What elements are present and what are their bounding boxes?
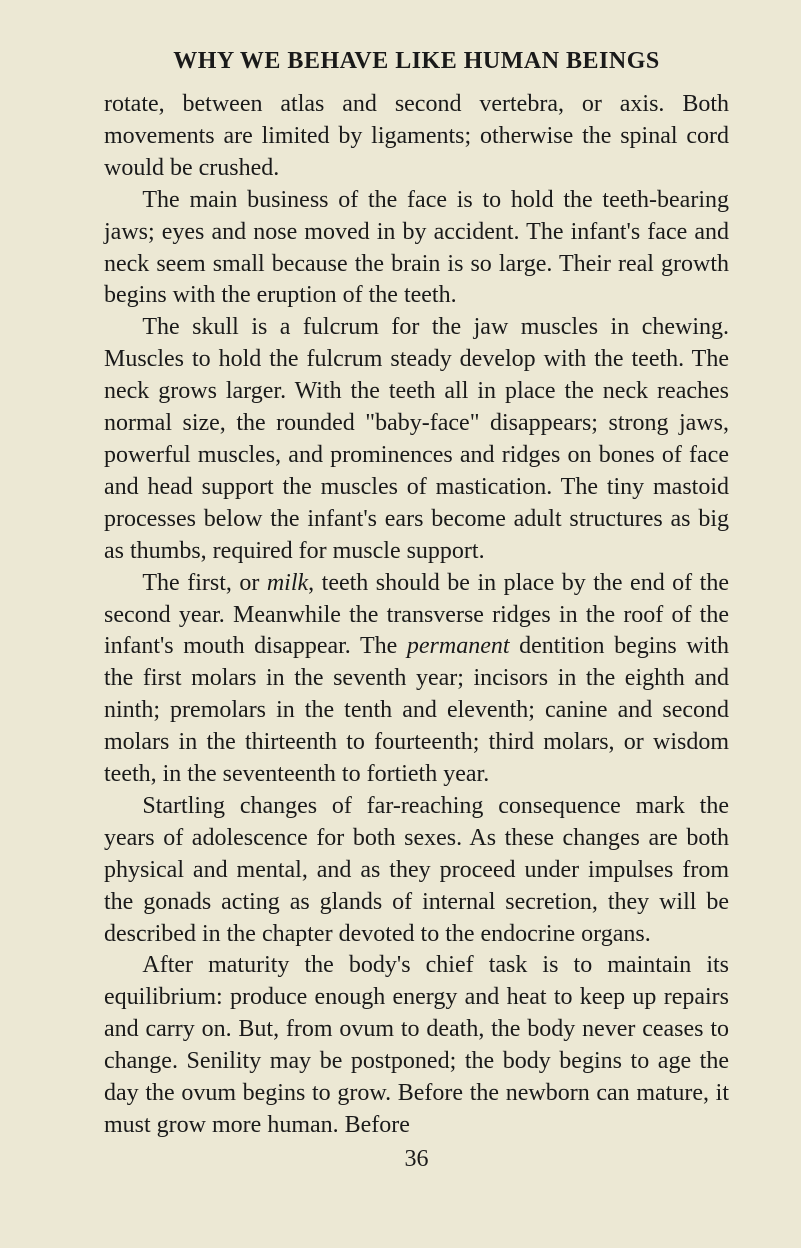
- paragraph-1: rotate, between atlas and second vertebr…: [104, 89, 729, 185]
- p4-italic-permanent: permanent: [407, 633, 510, 659]
- paragraph-4: The first, or milk, teeth should be in p…: [104, 568, 729, 791]
- paragraph-6: After maturity the body's chief task is …: [104, 950, 729, 1141]
- paragraph-2: The main business of the face is to hold…: [104, 185, 729, 313]
- p4-italic-milk: milk: [267, 570, 308, 596]
- paragraph-5: Startling changes of far-reaching conseq…: [104, 791, 729, 951]
- body-text: rotate, between atlas and second vertebr…: [104, 89, 729, 1142]
- page-number: 36: [104, 1146, 729, 1173]
- page-header: WHY WE BEHAVE LIKE HUMAN BEINGS: [104, 48, 729, 75]
- p4-text-a: The first, or: [142, 570, 266, 596]
- paragraph-3: The skull is a fulcrum for the jaw muscl…: [104, 312, 729, 567]
